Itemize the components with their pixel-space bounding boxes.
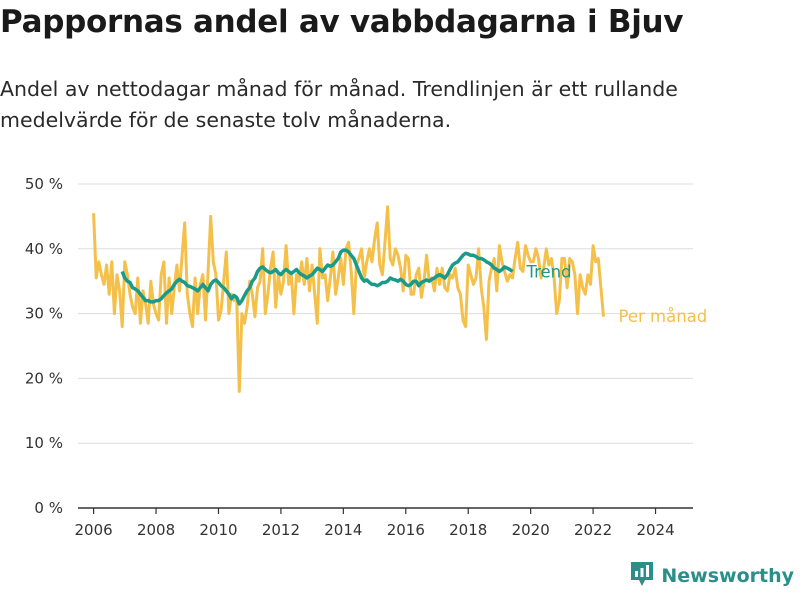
y-tick-label: 30 %	[25, 305, 63, 323]
x-tick-label: 2018	[449, 521, 487, 539]
x-tick-label: 2006	[75, 521, 113, 539]
newsworthy-logo-icon	[629, 560, 655, 592]
y-tick-label: 10 %	[25, 434, 63, 452]
y-tick-label: 40 %	[25, 240, 63, 258]
x-tick-label: 2016	[387, 521, 425, 539]
y-tick-label: 50 %	[25, 175, 63, 193]
x-axis-ticks: 2006 2008 2010 2012 2014 2016 2018 2020 2022 2024	[75, 508, 675, 539]
x-tick-label: 2014	[324, 521, 362, 539]
y-tick-label: 0 %	[34, 499, 63, 517]
y-axis-ticks: 0 % 10 % 20 % 30 % 40 % 50 %	[25, 175, 63, 517]
x-tick-label: 2022	[574, 521, 612, 539]
x-tick-label: 2010	[199, 521, 237, 539]
brand-name: Newsworthy	[661, 565, 794, 587]
x-tick-label: 2020	[512, 521, 550, 539]
series-label-trend: Trend	[525, 262, 571, 281]
series-line-trend	[120, 248, 514, 306]
x-tick-label: 2024	[636, 521, 674, 539]
page-subtitle: Andel av nettodagar månad för månad. Tre…	[0, 77, 678, 132]
series-label-per-manad: Per månad	[619, 307, 708, 326]
gridlines	[78, 183, 693, 444]
x-tick-label: 2008	[137, 521, 175, 539]
page-title: Pappornas andel av vabbdagarna i Bjuv	[0, 4, 684, 40]
x-tick-label: 2012	[262, 521, 300, 539]
brand: Newsworthy	[629, 560, 794, 592]
y-tick-label: 20 %	[25, 369, 63, 387]
series-line-per-manad	[92, 205, 605, 393]
